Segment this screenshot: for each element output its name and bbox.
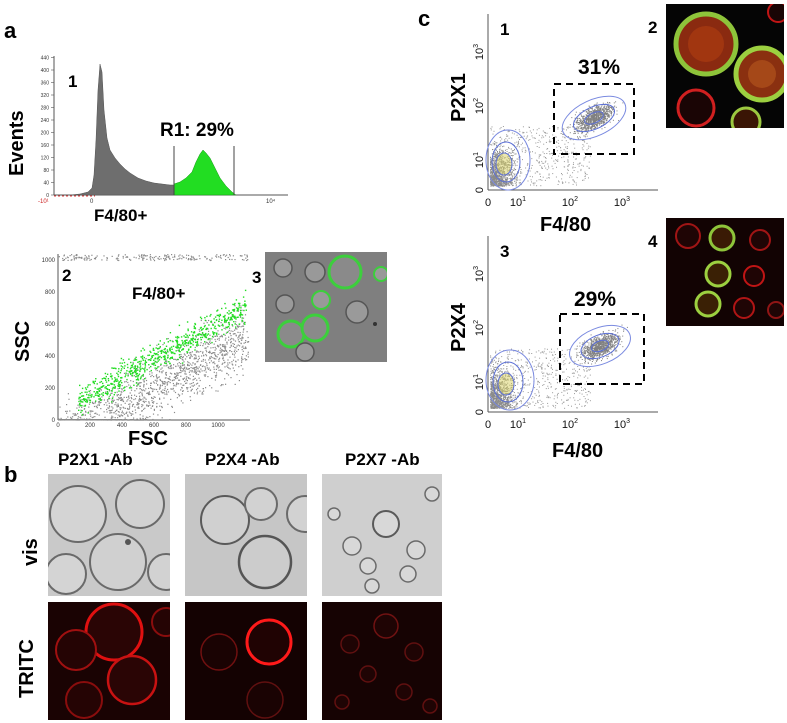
histogram-ytick-label: 280 [41,106,50,112]
flow-xtick-label: 0 [485,197,491,209]
row-label-vis: vis [20,538,42,566]
histogram-ytick-label: 320 [41,93,50,99]
panel-letter-a: a [4,18,17,43]
gate-box-p2x4 [559,313,645,385]
scatter-population-label: F4/80+ [132,284,186,303]
histogram-gray-distribution [54,63,175,196]
flow-xtick-label: 103 [614,196,630,209]
image-c4-number: 4 [648,232,658,251]
scatter-ytick-label: 400 [45,354,56,360]
flow-plot-p2x4: 0 101 102 103 0 101 102 103 [473,236,658,431]
p2x4-ylabel: P2X4 [448,303,470,352]
scatter-xtick-label: 400 [117,423,128,429]
histogram-ytick-group: 0 40 80 120 160 200 240 280 320 360 400 440 [41,56,54,199]
flow-xtick-label: 103 [614,418,630,431]
histogram-ytick-label: 200 [41,131,50,137]
panel-letter-c: c [418,6,431,31]
flow-plot-3-number: 3 [500,242,510,261]
histogram-ytick-label: 0 [46,193,49,199]
flow-bottom-xlabel: F4/80 [552,440,604,462]
flow-xtick-label: 0 [485,419,491,431]
flow-ytick-label: 0 [474,409,486,415]
p2x4-vis-micrograph [185,474,307,596]
flow-xtick-label: 101 [510,418,526,431]
histogram-ylabel: Events [6,110,28,176]
histogram-ytick-label: 120 [41,156,50,162]
p2x7-vis-micrograph [322,474,442,596]
image-c2-number: 2 [648,18,658,37]
flow-plot-1-number: 1 [500,20,510,39]
flow-plot-p2x1: 0 101 102 103 0 101 102 103 [473,14,658,209]
flow-ytick-label: 101 [473,152,486,168]
f480-cells-micrograph [265,252,387,362]
flow-xtick-label: 101 [510,196,526,209]
histogram-ytick-label: 240 [41,118,50,124]
p2x4-tritc-micrograph [185,602,307,720]
scatter-ytick-label: 200 [45,386,56,392]
histogram-ytick-label: 160 [41,143,50,149]
image-a3-number: 3 [252,268,262,287]
gate-box-p2x1 [553,83,635,155]
histogram-gated-population [173,149,237,196]
flow-ytick-label: 102 [473,320,486,336]
scatter-ylabel: SSC [12,320,34,362]
scatter-xtick-label: 600 [149,423,160,429]
flow-bottom-events [490,324,628,409]
p2x1-ylabel: P2X1 [448,73,470,122]
flow-ytick-label: 0 [474,187,486,193]
scatter-xtick-label: 800 [181,423,192,429]
scatter-tick-group: 00 200 200 400 400 600 600 800 800 1000 1000 [42,258,226,429]
gate-percent-p2x1: 31% [578,56,621,79]
panel-letter-b: b [4,462,18,487]
histogram-zero-tick: 0 [90,199,94,205]
scatter-plot: 00 200 200 400 400 600 600 800 800 1000 1000 [42,254,250,429]
column-label-p2x7: P2X7 -Ab [345,450,420,469]
scatter-number: 2 [62,266,72,285]
row-label-tritc: TRITC [16,639,38,698]
histogram-ytick-label: 80 [43,168,49,174]
histogram-ytick-label: 40 [43,181,49,187]
gate-percent-p2x4: 29% [574,288,617,311]
flow-ytick-label: 103 [473,44,486,60]
p2x1-confocal-image [666,4,784,128]
scatter-xtick-label: 200 [85,423,96,429]
histogram-ytick-label: 440 [41,56,50,62]
histogram-xlabel: F4/80+ [94,206,148,225]
histogram-number: 1 [68,72,78,91]
histogram-neg-tick: -10¹ [38,199,49,205]
scatter-ytick-label: 0 [52,418,56,424]
flow-xtick-label: 102 [562,196,578,209]
column-label-p2x1: P2X1 -Ab [58,450,133,469]
flow-ytick-label: 103 [473,266,486,282]
histogram-ytick-label: 400 [41,68,50,74]
histogram-ytick-label: 360 [41,81,50,87]
flow-ytick-label: 102 [473,98,486,114]
scatter-ytick-label: 1000 [42,258,56,264]
flow-xtick-label: 102 [562,418,578,431]
histogram-plot: 0 40 80 120 160 200 240 280 320 360 400 440 -10¹ 0 … [38,56,288,205]
scatter-xtick-label: 0 [56,423,60,429]
histogram-max-tick: 10⁴ [266,198,276,205]
gate-label: R1: 29% [160,120,234,141]
flow-top-xlabel: F4/80 [540,214,592,236]
scatter-xlabel: FSC [128,428,168,450]
p2x1-tritc-micrograph [48,602,170,720]
p2x7-tritc-micrograph [322,602,442,720]
scatter-ytick-label: 600 [45,322,56,328]
p2x1-vis-micrograph [48,474,170,596]
scatter-f480-events [78,289,247,416]
scatter-xtick-label: 1000 [211,423,225,429]
flow-ytick-label: 101 [473,374,486,390]
scatter-ytick-label: 800 [45,290,56,296]
p2x4-confocal-image [666,218,784,326]
scatter-gray-events [58,254,250,421]
column-label-p2x4: P2X4 -Ab [205,450,280,469]
